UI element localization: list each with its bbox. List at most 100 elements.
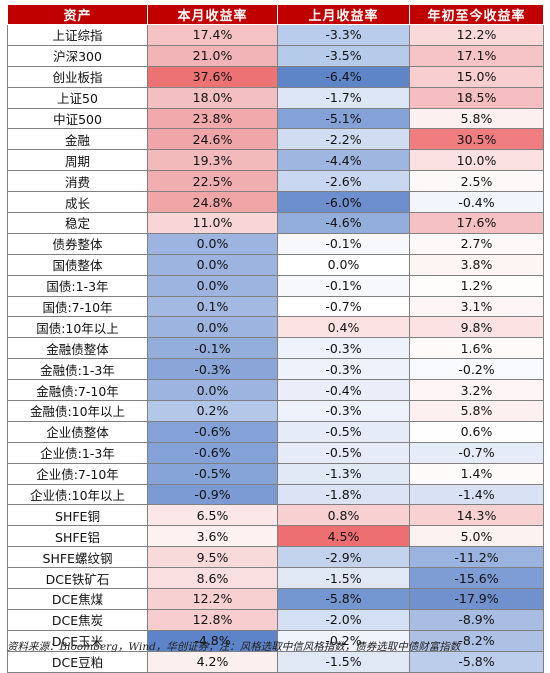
last-month-return: -0.3% — [277, 337, 410, 360]
asset-name: DCE焦煤 — [7, 588, 148, 610]
table-row: SHFE铝 3.6% 4.5% 5.0% — [7, 525, 544, 548]
table-row: SHFE螺纹钢 9.5% -2.9% -11.2% — [7, 546, 544, 569]
table-row: DCE焦煤 12.2% -5.8% -17.9% — [7, 588, 544, 610]
asset-name: 金融债:7-10年 — [7, 379, 148, 402]
last-month-return: -0.7% — [277, 295, 410, 318]
asset-name: 国债整体 — [7, 253, 148, 276]
table-row: 消费 22.5% -2.6% 2.5% — [7, 170, 544, 193]
table-row: 金融债:1-3年 -0.3% -0.3% -0.2% — [7, 358, 544, 381]
asset-name: SHFE铜 — [7, 504, 148, 527]
table-row: 国债整体 0.0% 0.0% 3.8% — [7, 253, 544, 276]
asset-name: 金融债:1-3年 — [7, 358, 148, 381]
this-month-return: 19.3% — [147, 149, 278, 172]
ytd-return: 30.5% — [409, 128, 544, 151]
table-row: 上证综指 17.4% -3.3% 12.2% — [7, 24, 544, 46]
last-month-return: -0.1% — [277, 274, 410, 297]
table-row: DCE豆粕 4.2% -1.5% -5.8% — [7, 650, 544, 673]
this-month-return: 0.0% — [147, 379, 278, 402]
table-row: DCE玉米 -4.8% -0.2% -8.2% — [7, 629, 544, 652]
last-month-return: -1.5% — [277, 650, 410, 673]
header-ytd: 年初至今收益率 — [409, 4, 544, 25]
this-month-return: -0.1% — [147, 337, 278, 360]
asset-name: 国债:10年以上 — [7, 316, 148, 339]
ytd-return: -11.2% — [409, 546, 544, 569]
this-month-return: 11.0% — [147, 212, 278, 234]
this-month-return: -4.8% — [147, 629, 278, 652]
table-row: 金融债:10年以上 0.2% -0.3% 5.8% — [7, 400, 544, 422]
table-row: 稳定 11.0% -4.6% 17.6% — [7, 212, 544, 234]
asset-name: 企业债:7-10年 — [7, 462, 148, 485]
this-month-return: 37.6% — [147, 65, 278, 88]
asset-name: SHFE螺纹钢 — [7, 546, 148, 569]
last-month-return: -0.1% — [277, 232, 410, 255]
ytd-return: 5.8% — [409, 400, 544, 422]
asset-name: 金融债整体 — [7, 337, 148, 360]
this-month-return: 6.5% — [147, 504, 278, 527]
this-month-return: 21.0% — [147, 44, 278, 67]
this-month-return: -0.3% — [147, 358, 278, 381]
asset-name: 稳定 — [7, 212, 148, 234]
ytd-return: 10.0% — [409, 149, 544, 172]
table-row: 国债:1-3年 0.0% -0.1% 1.2% — [7, 274, 544, 297]
asset-name: 企业债:1-3年 — [7, 441, 148, 464]
last-month-return: 0.4% — [277, 316, 410, 339]
this-month-return: 9.5% — [147, 546, 278, 569]
ytd-return: -1.4% — [409, 483, 544, 506]
asset-name: 国债:7-10年 — [7, 295, 148, 318]
ytd-return: 15.0% — [409, 65, 544, 88]
last-month-return: -3.5% — [277, 44, 410, 67]
ytd-return: 1.2% — [409, 274, 544, 297]
table-row: 金融 24.6% -2.2% 30.5% — [7, 128, 544, 151]
table-row: 企业债:7-10年 -0.5% -1.3% 1.4% — [7, 462, 544, 485]
ytd-return: 2.7% — [409, 232, 544, 255]
this-month-return: -0.9% — [147, 483, 278, 506]
ytd-return: -0.2% — [409, 358, 544, 381]
ytd-return: -0.7% — [409, 441, 544, 464]
this-month-return: 24.6% — [147, 128, 278, 151]
asset-name: 消费 — [7, 170, 148, 193]
this-month-return: 0.0% — [147, 316, 278, 339]
source-footnote: 资料来源：Bloomberg，Wind，华创证券；注：风格选取中信风格指数，债券… — [7, 641, 461, 653]
this-month-return: 12.8% — [147, 608, 278, 631]
table-row: 金融债:7-10年 0.0% -0.4% 3.2% — [7, 379, 544, 402]
asset-name: 金融 — [7, 128, 148, 151]
table-row: 国债:7-10年 0.1% -0.7% 3.1% — [7, 295, 544, 318]
table-row: 债券整体 0.0% -0.1% 2.7% — [7, 232, 544, 255]
this-month-return: 0.1% — [147, 295, 278, 318]
table-row: 上证50 18.0% -1.7% 18.5% — [7, 86, 544, 109]
this-month-return: 0.0% — [147, 253, 278, 276]
this-month-return: 8.6% — [147, 567, 278, 590]
header-row: 资产 本月收益率 上月收益率 年初至今收益率 — [7, 4, 544, 25]
header-this-month: 本月收益率 — [147, 4, 278, 25]
asset-name: DCE铁矿石 — [7, 567, 148, 590]
asset-name: 上证50 — [7, 86, 148, 109]
last-month-return: -0.5% — [277, 420, 410, 443]
this-month-return: 22.5% — [147, 170, 278, 193]
table-body: 上证综指 17.4% -3.3% 12.2% 沪深300 21.0% -3.5% 17.1% 创… — [7, 24, 544, 673]
this-month-return: 0.2% — [147, 400, 278, 422]
asset-name: DCE玉米 — [7, 629, 148, 652]
asset-name: 成长 — [7, 191, 148, 214]
ytd-return: 18.5% — [409, 86, 544, 109]
last-month-return: -1.3% — [277, 462, 410, 485]
last-month-return: -4.4% — [277, 149, 410, 172]
this-month-return: 0.0% — [147, 274, 278, 297]
this-month-return: 12.2% — [147, 588, 278, 610]
last-month-return: -2.0% — [277, 608, 410, 631]
table-row: 企业债整体 -0.6% -0.5% 0.6% — [7, 420, 544, 443]
last-month-return: -0.3% — [277, 400, 410, 422]
this-month-return: 0.0% — [147, 232, 278, 255]
last-month-return: -6.0% — [277, 191, 410, 214]
ytd-return: 0.6% — [409, 420, 544, 443]
ytd-return: 3.8% — [409, 253, 544, 276]
asset-name: 创业板指 — [7, 65, 148, 88]
last-month-return: -6.4% — [277, 65, 410, 88]
last-month-return: -1.7% — [277, 86, 410, 109]
ytd-return: 9.8% — [409, 316, 544, 339]
this-month-return: 24.8% — [147, 191, 278, 214]
asset-name: 上证综指 — [7, 24, 148, 46]
last-month-return: -5.8% — [277, 588, 410, 610]
ytd-return: 1.6% — [409, 337, 544, 360]
this-month-return: -0.5% — [147, 462, 278, 485]
table-row: 创业板指 37.6% -6.4% 15.0% — [7, 65, 544, 88]
